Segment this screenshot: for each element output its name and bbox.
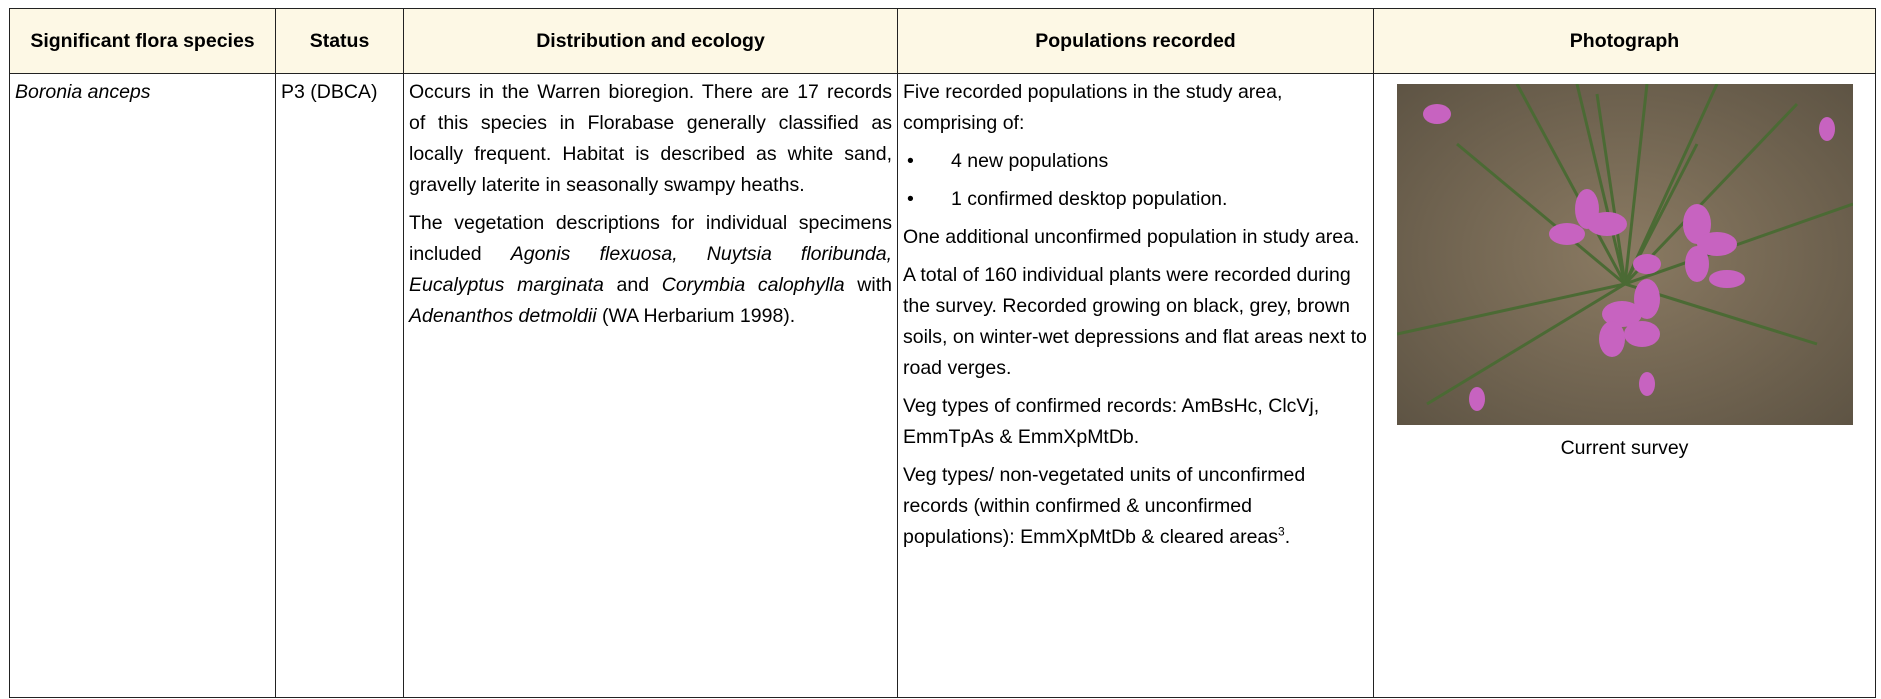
paragraph: One additional unconfirmed population in… [903,222,1368,253]
paragraph: Five recorded populations in the study a… [903,77,1368,139]
header-cell: Populations recorded [897,8,1374,74]
paragraph: The vegetation descriptions for individu… [409,208,892,332]
header-row: Significant flora species Status Distribut… [9,8,1876,74]
text-run: Veg types of confirmed records: AmBsHc, … [903,395,1320,448]
header-cell: Status [275,8,404,74]
table-cell: Current survey [1373,73,1876,698]
text-run: Boronia anceps [15,81,151,103]
text-run: A total of 160 individual plants were re… [903,264,1367,379]
table-cell: Boronia anceps [9,73,276,698]
text-run: Agonis flexuosa, Nuytsia floribunda, Euc… [409,243,892,296]
paragraph: P3 (DBCA) [281,77,398,108]
table-cell: P3 (DBCA) [275,73,404,698]
text-run: (WA Herbarium 1998). [596,305,796,327]
header-cell: Photograph [1373,8,1876,74]
photo-caption: Current survey [1379,433,1870,464]
paragraph: Veg types of confirmed records: AmBsHc, … [903,391,1368,453]
header-cell: Significant flora species [9,8,276,74]
text-run: . [1284,526,1291,548]
text-run: 3 [1278,524,1285,539]
text-run: One additional unconfirmed population in… [903,226,1360,248]
bullet-item: 4 new populations [903,146,1368,177]
header-cell: Distribution and ecology [403,8,898,74]
paragraph: Veg types/ non-vegetated units of unconf… [903,460,1368,553]
text-run: 1 confirmed desktop population. [951,188,1228,210]
text-run: with [844,274,892,296]
text-run: Veg types/ non-vegetated units of unconf… [903,464,1306,548]
text-run: P3 (DBCA) [281,81,378,103]
paragraph: Boronia anceps [15,77,270,108]
text-run: Occurs in the Warren bioregion. There ar… [409,81,892,196]
text-run: Current survey [1560,437,1689,459]
photo [1396,84,1853,425]
text-run: Adenanthos detmoldii [409,305,597,327]
table-cell: Occurs in the Warren bioregion. There ar… [403,73,898,698]
table-cell: Five recorded populations in the study a… [897,73,1374,698]
text-run: 4 new populations [951,150,1109,172]
text-run: The vegetation descriptions for individu… [409,212,892,265]
flora-table: Significant flora species Status Distribut… [9,8,1876,698]
paragraph: Occurs in the Warren bioregion. There ar… [409,77,892,201]
bullet-item: 1 confirmed desktop population. [903,184,1368,215]
text-run: Corymbia calophylla [661,274,845,296]
text-run: and [603,274,662,296]
table-row: Boronia anceps P3 (DBCA) Occurs in the War… [9,73,1876,698]
text-run: Five recorded populations in the study a… [903,81,1283,134]
paragraph: A total of 160 individual plants were re… [903,260,1368,384]
